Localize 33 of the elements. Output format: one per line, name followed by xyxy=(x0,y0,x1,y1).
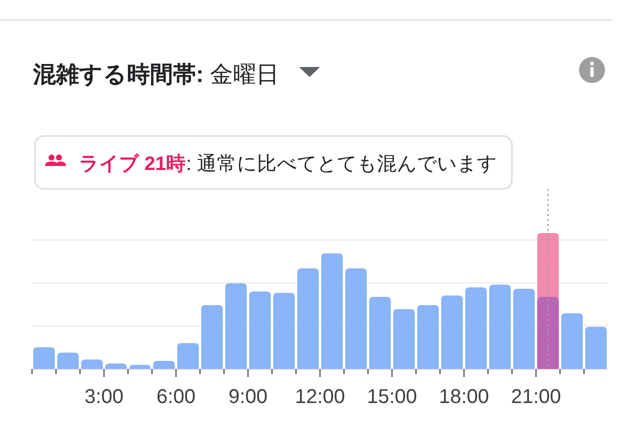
bar xyxy=(297,268,319,369)
bar xyxy=(393,309,415,369)
bar xyxy=(369,296,391,369)
bar xyxy=(321,253,343,369)
bar xyxy=(33,347,55,369)
bar xyxy=(513,288,535,369)
x-tick-label: 18:00 xyxy=(438,386,490,408)
bar xyxy=(81,359,103,369)
bar xyxy=(201,305,223,369)
bar xyxy=(225,283,247,369)
x-tick-label: 12:00 xyxy=(294,386,346,408)
annotation: ライブ 21時: 通常に比べてとても混んでいます xyxy=(34,135,513,190)
bar xyxy=(177,343,199,369)
bar xyxy=(465,287,487,369)
bar xyxy=(105,364,127,369)
bar xyxy=(537,296,559,369)
bar xyxy=(273,292,295,369)
bar xyxy=(153,360,175,369)
bar xyxy=(345,268,367,369)
x-tick-label: 15:00 xyxy=(366,386,418,408)
bar xyxy=(489,284,511,369)
chart-title: 混雑する時間帯: 金曜日 xyxy=(32,61,280,87)
bar xyxy=(561,313,583,369)
bar xyxy=(249,291,271,369)
bar xyxy=(129,364,151,369)
x-tick-label: 6:00 xyxy=(156,386,196,408)
bar xyxy=(585,326,607,369)
x-tick-label: 21:00 xyxy=(510,386,562,408)
bar xyxy=(57,352,79,369)
bar xyxy=(417,305,439,369)
x-tick-label: 3:00 xyxy=(84,386,124,408)
x-tick-label: 9:00 xyxy=(228,386,268,408)
bar xyxy=(441,296,463,369)
